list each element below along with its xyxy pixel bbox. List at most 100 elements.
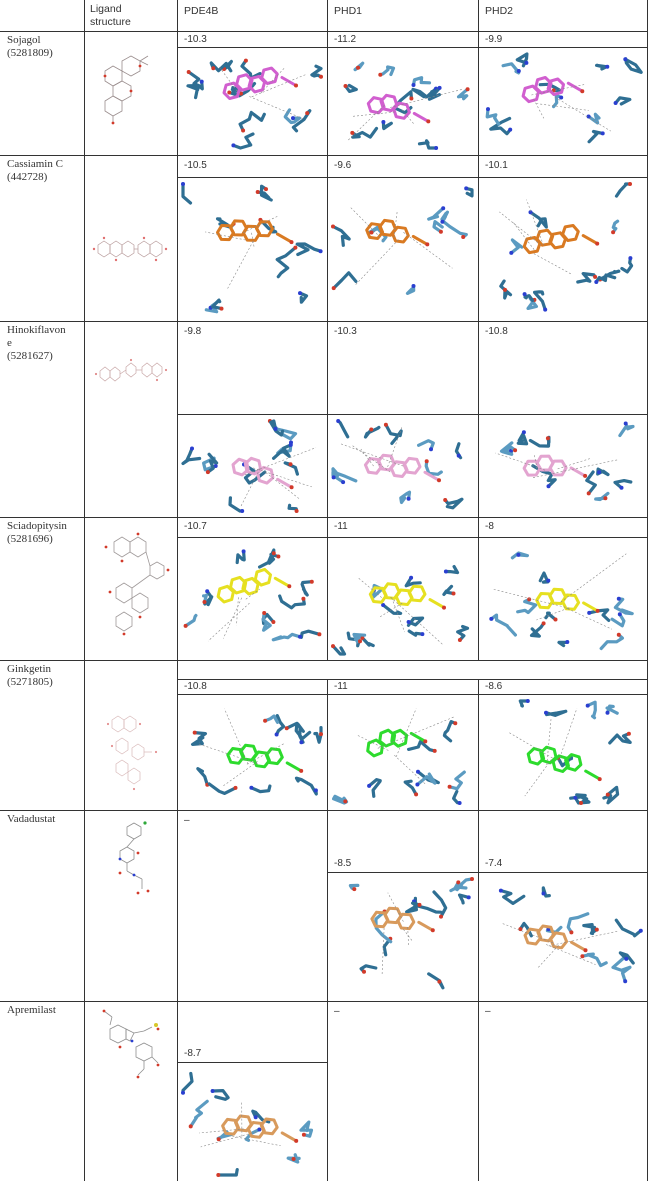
interaction-line <box>536 945 559 970</box>
residue-stick <box>191 730 207 747</box>
interaction-line <box>536 103 589 111</box>
score-divider <box>177 177 648 178</box>
residue-stick <box>456 877 474 890</box>
residue-stick <box>383 422 403 445</box>
interaction-line <box>395 708 417 757</box>
residue-stick <box>298 291 309 304</box>
residue-stick <box>416 439 435 452</box>
docking-score: – <box>485 1006 491 1017</box>
residue-stick <box>348 883 360 892</box>
residue-stick <box>499 279 513 300</box>
residue-stick <box>283 461 300 476</box>
residue-stick <box>196 767 210 787</box>
ligand-pose <box>221 1114 299 1143</box>
score-divider <box>177 47 648 48</box>
residue-stick <box>594 63 610 71</box>
residue-stick <box>257 548 276 569</box>
residue-stick <box>313 726 323 744</box>
residue-stick <box>442 584 456 597</box>
docking-pose-image <box>179 180 325 318</box>
residue-stick <box>411 76 432 87</box>
residue-stick <box>614 918 643 938</box>
interaction-line <box>218 65 238 92</box>
residue-stick <box>410 901 443 914</box>
ligand-structure-image <box>92 357 172 387</box>
interaction-line <box>355 239 399 286</box>
residue-stick <box>602 785 620 805</box>
score-divider <box>177 679 648 680</box>
ligand-name: Apremilast <box>7 1004 56 1016</box>
docking-pose-image <box>480 180 646 318</box>
row-divider <box>0 517 648 518</box>
residue-stick <box>611 956 632 984</box>
residue-stick <box>291 109 312 133</box>
residue-stick <box>203 589 214 607</box>
row-divider <box>0 321 648 322</box>
row-divider <box>0 1001 648 1002</box>
docking-pose-image <box>179 1065 325 1179</box>
docking-score: -10.8 <box>485 326 508 337</box>
residue-stick <box>596 467 610 477</box>
docking-score: -11 <box>334 521 348 532</box>
interaction-line <box>491 588 570 609</box>
ligand-pose <box>370 906 435 933</box>
ligand-pose <box>365 218 430 247</box>
docking-pose-image <box>329 697 476 807</box>
ligand-name: Sciadopitysin (5281696) <box>7 520 67 545</box>
residue-stick <box>551 93 564 109</box>
residue-stick <box>350 126 379 139</box>
docking-pose-image <box>329 875 476 999</box>
interaction-line <box>495 452 546 471</box>
interaction-line <box>378 602 403 619</box>
residue-stick <box>613 596 634 616</box>
residue-stick <box>294 776 318 796</box>
residue-stick <box>202 456 218 472</box>
ligand-structure-image <box>96 48 166 128</box>
residue-stick <box>210 1089 230 1101</box>
residue-stick <box>489 613 518 637</box>
residue-stick <box>231 132 255 150</box>
docking-score: -8.6 <box>485 681 503 692</box>
ligand-pose <box>535 587 600 613</box>
residue-stick <box>399 490 412 505</box>
header-pde4b: PDE4B <box>184 5 219 17</box>
residue-stick <box>456 624 470 642</box>
ligand-pose <box>366 93 431 124</box>
docking-score: -10.3 <box>184 34 207 45</box>
interaction-line <box>199 1128 244 1134</box>
residue-stick <box>331 794 349 805</box>
residue-stick <box>580 952 608 968</box>
docking-pose-image <box>179 697 325 807</box>
docking-score: – <box>184 815 190 826</box>
ligand-pose <box>231 456 294 490</box>
docking-score: -10.8 <box>184 681 207 692</box>
residue-stick <box>532 290 548 312</box>
header-phd2: PHD2 <box>485 5 514 17</box>
residue-stick <box>381 120 393 131</box>
row-divider <box>0 155 648 156</box>
residue-stick <box>587 608 611 623</box>
residue-stick <box>594 273 617 284</box>
interaction-line <box>232 1135 281 1146</box>
interaction-line <box>347 105 385 142</box>
docking-score: -9.9 <box>485 34 503 45</box>
docking-score: -8 <box>485 521 494 532</box>
ligand-structure-image <box>94 530 170 640</box>
interaction-line <box>200 1131 257 1148</box>
residue-stick <box>575 793 589 805</box>
residue-stick <box>498 888 526 905</box>
interaction-line <box>236 597 239 626</box>
column-divider <box>177 0 178 1181</box>
residue-stick <box>585 700 597 720</box>
residue-stick <box>331 224 351 247</box>
column-divider <box>327 679 328 1181</box>
interaction-line <box>222 761 258 787</box>
row-divider <box>0 31 648 32</box>
interaction-line <box>207 602 250 642</box>
ligand-pose <box>521 76 585 104</box>
docking-pose-image <box>179 540 325 658</box>
docking-score: -10.1 <box>485 160 508 171</box>
interaction-line <box>356 734 389 751</box>
column-divider <box>327 0 328 660</box>
residue-stick <box>510 551 530 560</box>
